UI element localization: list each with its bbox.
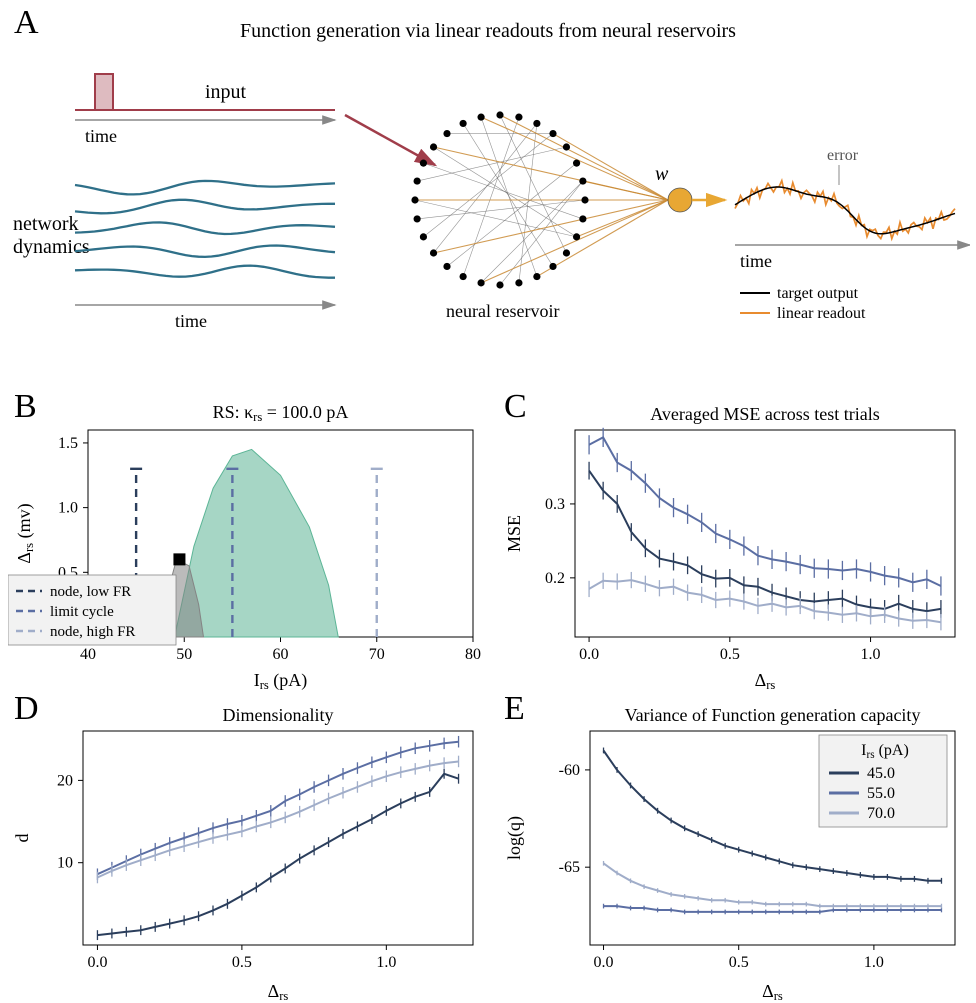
svg-text:1.0: 1.0 — [864, 954, 884, 971]
svg-text:Δrs (mv): Δrs (mv) — [14, 503, 36, 563]
svg-text:node, low FR: node, low FR — [50, 584, 131, 600]
svg-text:50: 50 — [176, 646, 192, 663]
svg-text:input: input — [205, 81, 247, 103]
svg-text:target output: target output — [777, 285, 859, 302]
svg-text:Averaged MSE across test trial: Averaged MSE across test trials — [650, 404, 880, 424]
svg-text:time: time — [85, 126, 117, 146]
svg-text:time: time — [740, 251, 772, 271]
panel-e-svg: Variance of Function generation capacity… — [500, 693, 970, 1003]
svg-text:0.0: 0.0 — [594, 954, 614, 971]
svg-text:neural reservoir: neural reservoir — [446, 301, 559, 321]
svg-text:1.0: 1.0 — [58, 500, 78, 517]
svg-text:Δrs: Δrs — [755, 670, 776, 692]
svg-text:network: network — [13, 213, 79, 235]
svg-text:MSE: MSE — [504, 515, 524, 552]
svg-text:1.5: 1.5 — [58, 435, 78, 452]
svg-text:-65: -65 — [559, 859, 580, 876]
svg-text:0.2: 0.2 — [545, 570, 565, 587]
svg-text:0.3: 0.3 — [545, 496, 565, 513]
svg-text:-60: -60 — [559, 762, 580, 779]
svg-text:40: 40 — [80, 646, 96, 663]
svg-text:60: 60 — [273, 646, 289, 663]
svg-text:node, high FR: node, high FR — [50, 624, 135, 640]
svg-text:log(q): log(q) — [504, 816, 525, 860]
svg-text:Variance of Function generatio: Variance of Function generation capacity — [625, 705, 921, 725]
svg-text:RS: κrs = 100.0 pA: RS: κrs = 100.0 pA — [213, 402, 349, 424]
svg-text:Δrs: Δrs — [268, 981, 289, 1003]
svg-text:0.5: 0.5 — [729, 954, 749, 971]
panel-d-svg: Dimensionality 0.0 0.5 1.0 10 20 Δrs d — [8, 693, 488, 1003]
svg-text:0.0: 0.0 — [87, 954, 107, 971]
svg-text:0.0: 0.0 — [579, 646, 599, 663]
svg-text:10: 10 — [57, 855, 73, 872]
svg-text:Δrs: Δrs — [762, 981, 783, 1003]
svg-text:dynamics: dynamics — [13, 236, 90, 258]
panel-c-svg: Averaged MSE across test trials 0.0 0.5 1.0… — [500, 392, 970, 692]
svg-text:Irs (pA): Irs (pA) — [254, 670, 308, 692]
svg-text:error: error — [827, 147, 859, 164]
panel-b-svg: RS: κrs = 100.0 pA40506070800.51.01.5Irs… — [8, 392, 488, 692]
panel-a-svg: input time networkdynamics time w neural rese… — [10, 50, 970, 380]
figure-title: Function generation via linear readouts … — [0, 20, 976, 43]
svg-text:70: 70 — [369, 646, 385, 663]
svg-text:1.0: 1.0 — [376, 954, 396, 971]
svg-text:w: w — [655, 163, 669, 185]
svg-text:Dimensionality: Dimensionality — [223, 705, 334, 725]
figure: A B C D E Function generation via linear… — [0, 0, 976, 1003]
svg-text:20: 20 — [57, 772, 73, 789]
svg-text:0.5: 0.5 — [232, 954, 252, 971]
svg-text:d: d — [12, 834, 32, 843]
svg-text:80: 80 — [465, 646, 481, 663]
svg-text:1.0: 1.0 — [861, 646, 881, 663]
svg-text:time: time — [175, 311, 207, 331]
svg-text:45.0: 45.0 — [867, 765, 895, 782]
svg-text:linear readout: linear readout — [777, 305, 866, 322]
svg-text:0.5: 0.5 — [720, 646, 740, 663]
svg-text:70.0: 70.0 — [867, 805, 895, 822]
svg-text:limit cycle: limit cycle — [50, 604, 114, 620]
svg-text:55.0: 55.0 — [867, 785, 895, 802]
